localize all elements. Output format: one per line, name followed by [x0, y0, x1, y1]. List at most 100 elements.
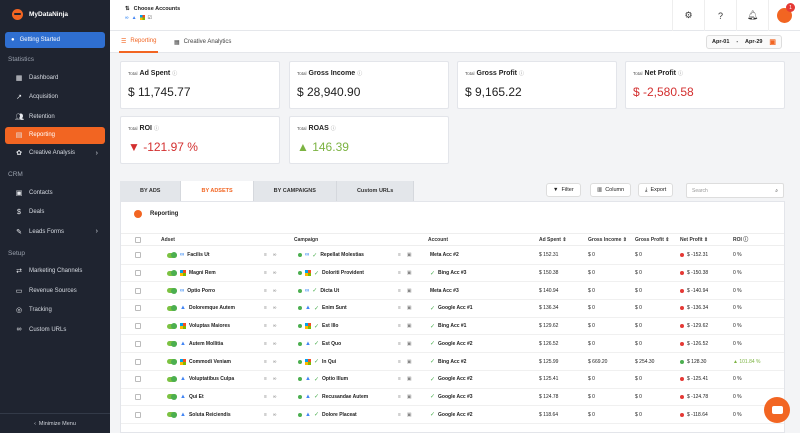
adset-status-toggle[interactable] — [167, 323, 177, 330]
table-row[interactable]: ▲ Doloremque Autem ≡ ∞ ▲ ✓ Enim Sunt ≡ ▣ ✓ Google … — [121, 300, 784, 318]
table-row[interactable]: ▲ Qui Et ≡ ∞ ▲ ✓ Recusandae Autem ≡ ▣ ✓ Google Acc… — [121, 389, 784, 407]
sidebar-item-revenue-sources[interactable]: ▭ Revenue Sources — [0, 281, 110, 301]
column-header-gross-profit[interactable]: Gross Profit — [635, 236, 664, 243]
image-icon[interactable]: ▣ — [406, 305, 412, 312]
row-checkbox[interactable] — [135, 270, 141, 277]
adset-name[interactable]: Optio Porro — [187, 287, 216, 294]
campaign-name[interactable]: Dolore Placeat — [321, 411, 357, 418]
sort-icon[interactable]: ⇕ — [562, 236, 567, 243]
column-header-adset[interactable]: Adset — [161, 236, 175, 243]
sidebar-item-retention[interactable]: 👥︎ Retention — [0, 107, 110, 127]
adset-name[interactable]: Commodi Veniam — [189, 358, 231, 365]
sidebar-item-tracking[interactable]: ◎ Tracking — [0, 301, 110, 321]
sidebar-item-contacts[interactable]: ▣ Contacts — [0, 183, 110, 203]
image-icon[interactable]: ▣ — [406, 340, 412, 347]
minimize-menu-button[interactable]: ‹ Minimize Menu — [0, 413, 110, 433]
tab-custom-urls[interactable]: Custom URLs — [336, 181, 415, 201]
campaign-name[interactable]: Est Quo — [321, 340, 342, 347]
filter-icon[interactable]: ≡ — [398, 270, 401, 277]
link-icon[interactable]: ∞ — [272, 287, 277, 294]
column-header-gross-income[interactable]: Gross Income — [588, 236, 622, 243]
link-icon[interactable]: ∞ — [272, 305, 277, 312]
image-icon[interactable]: ▣ — [406, 376, 412, 383]
filter-icon[interactable]: ≡ — [264, 340, 267, 347]
sort-icon[interactable]: ⇕ — [703, 236, 709, 243]
table-row[interactable]: Commodi Veniam ≡ ∞ ✓ In Qui ≡ ▣ ✓ Bing Acc #2 $ 1… — [121, 353, 784, 371]
filter-button[interactable]: ▼ Filter — [546, 183, 581, 197]
filter-icon[interactable]: ≡ — [264, 358, 267, 365]
notifications-button[interactable]: 🔔︎ — [736, 0, 768, 31]
filter-icon[interactable]: ≡ — [264, 411, 267, 418]
table-row[interactable]: ∞ Facilis Ut ≡ ∞ ∞ ✓ Repellat Molestias ≡ ▣ Meta … — [121, 247, 784, 265]
row-checkbox[interactable] — [135, 411, 141, 418]
adset-name[interactable]: Soluta Reiciendis — [188, 411, 231, 418]
sidebar-item-dashboard[interactable]: ▦ Dashboard — [0, 68, 110, 88]
filter-icon[interactable]: ≡ — [398, 340, 401, 347]
select-all-checkbox[interactable] — [135, 236, 141, 243]
filter-icon[interactable]: ≡ — [398, 305, 401, 312]
campaign-name[interactable]: Optio Illum — [321, 376, 349, 383]
row-checkbox[interactable] — [135, 358, 141, 365]
link-icon[interactable]: ∞ — [272, 411, 277, 418]
tab-by-adsets[interactable]: BY ADSETS — [181, 181, 254, 201]
column-header-account[interactable]: Account — [428, 236, 448, 243]
info-icon[interactable]: ⓘ — [357, 71, 363, 77]
info-icon[interactable]: ⓘ — [518, 71, 524, 77]
link-icon[interactable]: ∞ — [272, 358, 277, 365]
sort-icon[interactable]: ⇕ — [622, 236, 627, 243]
campaign-name[interactable]: Doloriti Provident — [322, 270, 364, 277]
table-row[interactable]: ▲ Soluta Reiciendis ≡ ∞ ▲ ✓ Dolore Placeat ≡ ▣ ✓ G… — [121, 406, 784, 424]
link-icon[interactable]: ∞ — [272, 270, 277, 277]
table-row[interactable]: ▲ Autem Mollitia ≡ ∞ ▲ ✓ Est Quo ≡ ▣ ✓ Google Acc … — [121, 336, 784, 354]
row-checkbox[interactable] — [135, 287, 141, 294]
tab-creative-analytics[interactable]: ▦ Creative Analytics — [174, 31, 231, 53]
sidebar-item-deals[interactable]: $ Deals — [0, 203, 110, 223]
adset-status-toggle[interactable] — [167, 252, 177, 259]
image-icon[interactable]: ▣ — [406, 252, 412, 259]
image-icon[interactable]: ▣ — [406, 358, 412, 365]
filter-icon[interactable]: ≡ — [264, 287, 267, 294]
row-checkbox[interactable] — [135, 252, 141, 259]
adset-name[interactable]: Magni Rem — [189, 270, 216, 277]
campaign-name[interactable]: Est Illo — [322, 323, 339, 330]
export-button[interactable]: ⤓ Export — [638, 183, 674, 197]
sidebar-item-custom-urls[interactable]: ∞ Custom URLs — [0, 320, 110, 340]
campaign-name[interactable]: Dicta Ut — [320, 287, 340, 294]
chat-widget-button[interactable] — [764, 397, 790, 423]
link-icon[interactable]: ∞ — [272, 323, 277, 330]
adset-name[interactable]: Voluptas Maiores — [189, 323, 231, 330]
table-row[interactable]: Magni Rem ≡ ∞ ✓ Doloriti Provident ≡ ▣ ✓ Bing Ac… — [121, 265, 784, 283]
filter-icon[interactable]: ≡ — [398, 323, 401, 330]
filter-icon[interactable]: ≡ — [264, 270, 267, 277]
filter-icon[interactable]: ≡ — [264, 252, 267, 259]
column-header-net-profit[interactable]: Net Profit — [680, 236, 703, 243]
sidebar-item-leads-forms[interactable]: ✎ Leads Forms › — [0, 222, 110, 242]
filter-icon[interactable]: ≡ — [264, 305, 267, 312]
adset-name[interactable]: Autem Mollitia — [188, 340, 224, 347]
filter-icon[interactable]: ≡ — [398, 252, 401, 259]
adset-name[interactable]: Qui Et — [188, 393, 204, 400]
info-icon[interactable]: ⓘ — [172, 71, 178, 77]
table-row[interactable]: Voluptas Maiores ≡ ∞ ✓ Est Illo ≡ ▣ ✓ Bing Acc #… — [121, 318, 784, 336]
adset-status-toggle[interactable] — [167, 393, 177, 400]
info-icon[interactable]: ⓘ — [330, 126, 336, 132]
adset-status-toggle[interactable] — [167, 340, 177, 347]
column-header-ad-spent[interactable]: Ad Spent — [539, 236, 561, 243]
filter-icon[interactable]: ≡ — [398, 358, 401, 365]
campaign-name[interactable]: Enim Sunt — [321, 305, 347, 312]
tab-by-campaigns[interactable]: BY CAMPAIGNS — [253, 181, 337, 201]
filter-icon[interactable]: ≡ — [264, 393, 267, 400]
sidebar-item-creative-analysis[interactable]: ✿ Creative Analysis › — [0, 144, 110, 164]
adset-status-toggle[interactable] — [167, 305, 177, 312]
row-checkbox[interactable] — [135, 305, 141, 312]
row-checkbox[interactable] — [135, 323, 141, 330]
sidebar-item-getting-started[interactable]: ● Getting Started — [5, 32, 105, 48]
link-icon[interactable]: ∞ — [272, 393, 277, 400]
filter-icon[interactable]: ≡ — [264, 376, 267, 383]
profile-button[interactable]: 1 — [768, 0, 800, 31]
adset-status-toggle[interactable] — [167, 411, 177, 418]
row-checkbox[interactable] — [135, 340, 141, 347]
adset-status-toggle[interactable] — [167, 270, 177, 277]
image-icon[interactable]: ▣ — [406, 411, 412, 418]
account-chooser[interactable]: ⇅ Choose Accounts ∞ ▲ ☑ — [125, 6, 180, 21]
